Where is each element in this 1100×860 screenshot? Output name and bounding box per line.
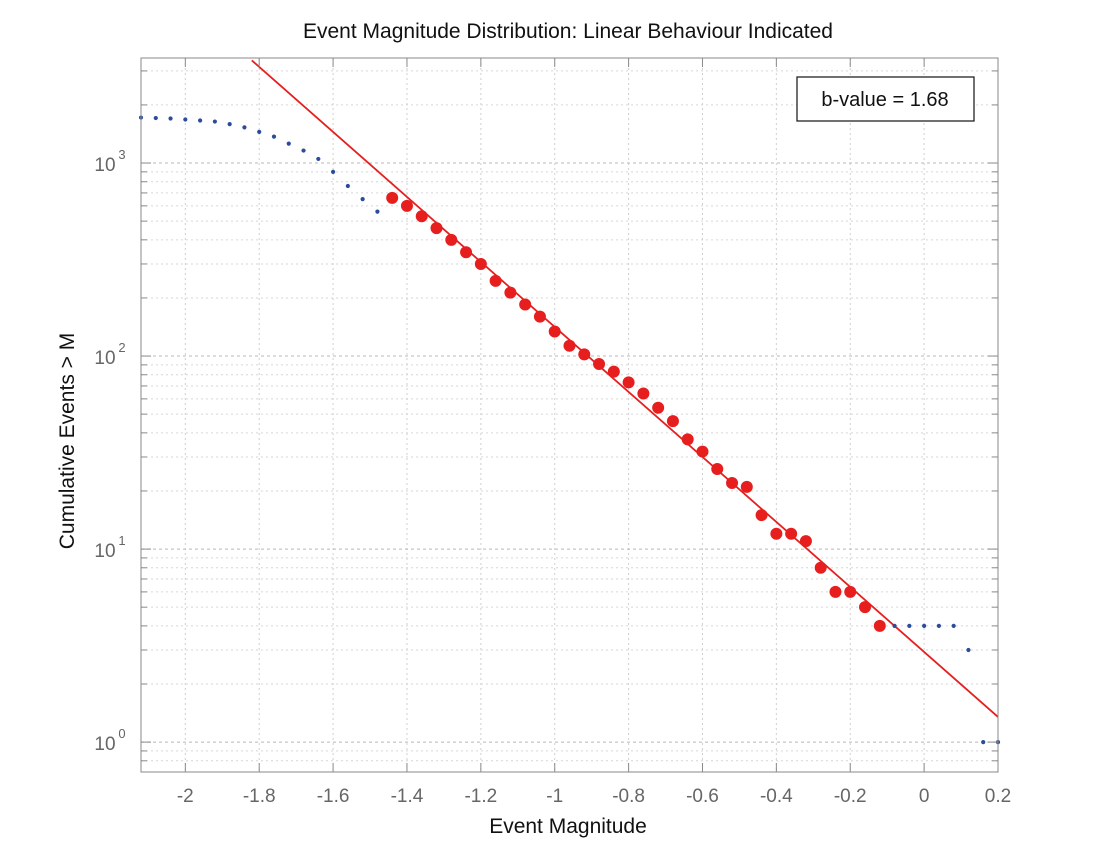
fitted-data-point [460, 246, 473, 259]
fitted-data-point [666, 415, 679, 428]
fitted-data-point [859, 601, 872, 614]
x-tick-label: -1.6 [317, 786, 350, 807]
fitted-data-point [430, 222, 443, 235]
fitted-data-point [386, 191, 399, 204]
fitted-data-point [814, 561, 827, 574]
x-tick-label: -0.4 [760, 786, 793, 807]
data-point [271, 134, 277, 139]
x-tick-label: -1.2 [464, 786, 497, 807]
x-tick-labels: -2 -1.8 -1.6 -1.4 -1.2 -1 -0.8 -0.6 -0.4 -0.2 0 0.2 [177, 786, 1011, 807]
x-tick-label: -0.6 [686, 786, 719, 807]
y-tick-label: 101 [94, 533, 125, 562]
x-tick-label: -1.4 [391, 786, 424, 807]
data-point [892, 623, 897, 628]
fit-line [251, 59, 999, 718]
x-tick-label: -0.2 [834, 786, 867, 807]
data-point [375, 209, 380, 214]
fitted-data-point [711, 462, 724, 475]
data-point [286, 141, 291, 146]
fitted-data-point [563, 339, 576, 352]
x-tick-label: 0 [919, 786, 930, 807]
fitted-data-point [726, 476, 739, 489]
fitted-data-point [533, 310, 546, 323]
fitted-data-point [400, 199, 413, 212]
chart-title: Event Magnitude Distribution: Linear Beh… [303, 20, 833, 43]
data-point [922, 623, 927, 628]
data-point [198, 118, 203, 123]
data-point [316, 156, 321, 162]
fitted-data-point [578, 348, 591, 361]
data-point [360, 197, 365, 202]
fitted-data-point [652, 401, 665, 414]
data-point [907, 623, 912, 628]
y-tick-base: 10 [94, 541, 115, 562]
plot-frame [140, 57, 999, 773]
y-tick-label: 100 [94, 726, 125, 755]
fitted-data-point [785, 527, 798, 540]
x-tick-label: 0.2 [985, 786, 1011, 807]
x-tick-label: -2 [177, 786, 194, 807]
data-point [212, 119, 217, 124]
fitted-data-point [873, 619, 886, 632]
fitted-data-point [696, 445, 709, 458]
fitted-data-point [489, 274, 502, 287]
fitted-data-point [519, 298, 532, 311]
data-point [168, 116, 173, 121]
fitted-data-point [681, 433, 694, 446]
fitted-data-point [844, 585, 857, 598]
x-tick-label: -1.8 [243, 786, 276, 807]
fitted-data-point [548, 325, 561, 338]
y-tick-base: 10 [94, 348, 115, 369]
data-point [183, 117, 188, 122]
y-tick-label: 102 [94, 340, 125, 369]
data-point [951, 623, 956, 628]
y-tick-base: 10 [94, 155, 115, 176]
data-point [257, 129, 262, 134]
y-tick-exponent: 0 [118, 726, 125, 741]
data-point [301, 148, 306, 153]
x-tick-label: -0.8 [612, 786, 645, 807]
fitted-data-point [829, 585, 842, 598]
fitted-data-point [637, 387, 650, 400]
tick-marks [141, 58, 999, 773]
fitted-data-point [770, 527, 783, 540]
data-point [936, 623, 941, 628]
fitted-data-point [445, 233, 458, 246]
x-axis-label: Event Magnitude [489, 815, 647, 838]
data-point [227, 122, 232, 127]
fitted-data-point [607, 365, 620, 378]
x-tick-label: -1 [546, 786, 563, 807]
y-tick-exponent: 3 [118, 147, 125, 162]
fitted-data-point [755, 509, 768, 522]
fitted-data-point [504, 286, 517, 299]
data-point [242, 125, 247, 130]
annotation-text: b-value = 1.68 [821, 89, 948, 111]
fitted-data-point [799, 535, 812, 548]
fitted-data-point [740, 480, 753, 493]
annotation-box [796, 76, 975, 122]
data-point [330, 169, 336, 174]
data-point [966, 647, 971, 653]
data-point [153, 115, 158, 121]
y-tick-exponent: 1 [118, 533, 125, 548]
fitted-data-point [622, 376, 635, 389]
fitted-data-point [474, 257, 487, 270]
plot-background [141, 58, 998, 772]
fitted-data-point [593, 357, 606, 370]
y-axis-label: Cumulative Events > M [56, 333, 79, 550]
data-point [345, 183, 350, 189]
major-grid [141, 58, 998, 772]
y-tick-exponent: 2 [118, 340, 125, 355]
data-points-layer [138, 115, 1001, 745]
fitted-data-point [415, 210, 428, 223]
data-point [981, 739, 986, 745]
b-value-annotation: b-value = 1.68 [796, 76, 975, 122]
y-tick-base: 10 [94, 734, 115, 755]
y-tick-label: 103 [94, 147, 125, 176]
fit-line-layer [251, 59, 999, 718]
